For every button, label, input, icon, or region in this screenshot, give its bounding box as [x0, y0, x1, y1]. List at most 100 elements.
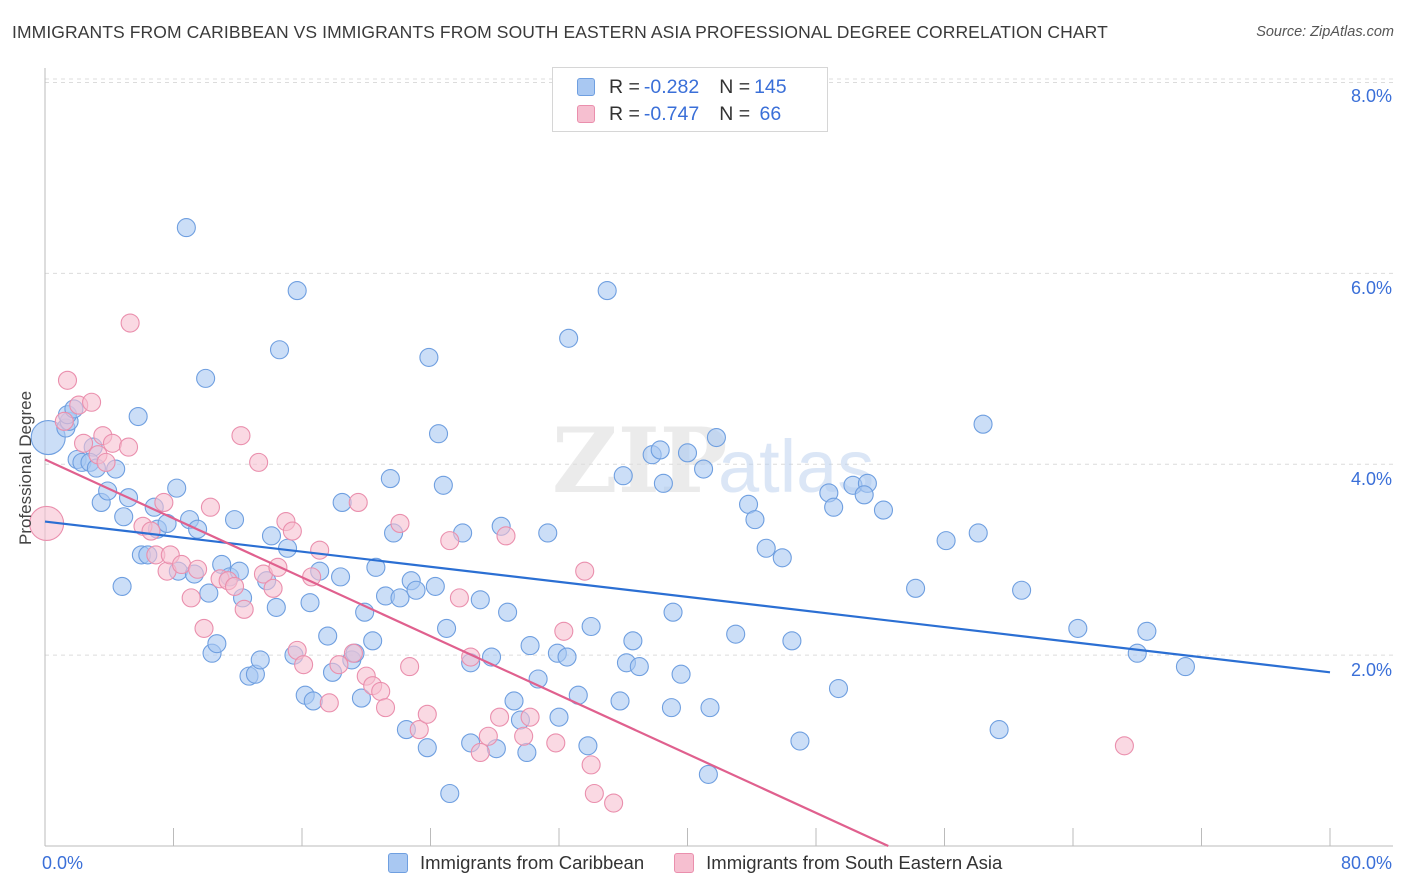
data-point — [154, 492, 174, 512]
legend-label-southeast-asia: Immigrants from South Eastern Asia — [706, 852, 1003, 873]
data-point — [380, 469, 400, 489]
data-point — [597, 281, 617, 301]
data-point — [433, 475, 453, 495]
data-point — [1012, 580, 1032, 600]
data-point — [282, 521, 302, 541]
data-point — [199, 583, 219, 603]
data-point — [1068, 618, 1088, 638]
data-point — [440, 783, 460, 804]
data-point — [303, 691, 323, 711]
data-point — [1114, 736, 1134, 756]
data-point — [496, 526, 516, 546]
data-point — [726, 624, 746, 644]
data-point — [559, 328, 579, 348]
data-point — [176, 218, 196, 238]
data-point — [310, 540, 330, 560]
axes — [44, 68, 1393, 847]
legend-item-caribbean: Immigrants from Caribbean — [388, 852, 644, 874]
data-point — [745, 510, 765, 530]
data-point — [300, 593, 320, 613]
legend-row-southeast-asia: R = -0.747 N = 66 — [577, 101, 781, 127]
data-point — [437, 618, 457, 638]
data-point — [873, 500, 894, 520]
data-point — [824, 497, 844, 517]
data-point — [661, 698, 681, 718]
data-point — [249, 452, 269, 472]
data-point — [604, 793, 624, 813]
data-point — [557, 647, 577, 667]
data-point — [128, 407, 148, 427]
data-point — [1127, 643, 1147, 663]
trend-line — [44, 520, 1331, 674]
data-point — [294, 655, 314, 675]
data-point — [409, 720, 429, 740]
watermark-zip: ZIP — [552, 408, 727, 514]
data-point — [96, 452, 116, 472]
data-point — [629, 657, 649, 677]
legend-item-southeast-asia: Immigrants from South Eastern Asia — [674, 852, 1002, 874]
data-point — [141, 521, 161, 541]
data-point — [234, 599, 254, 619]
data-point — [112, 576, 132, 596]
data-point — [706, 428, 726, 448]
data-point — [428, 424, 449, 444]
data-point — [504, 691, 524, 711]
legend-n-value: 145 — [754, 75, 787, 98]
data-point — [514, 726, 534, 746]
data-point — [250, 650, 270, 670]
data-point — [363, 631, 383, 651]
legend-n-label: N = — [719, 75, 751, 98]
data-point — [167, 478, 187, 498]
data-point — [419, 347, 439, 367]
legend-swatch-pink — [674, 853, 695, 873]
data-point — [578, 736, 598, 756]
legend-n-label: N = — [719, 102, 751, 125]
data-point — [417, 704, 437, 724]
data-point — [302, 567, 322, 587]
data-point — [224, 510, 245, 530]
data-point — [989, 720, 1009, 740]
trend-line — [44, 458, 889, 847]
data-point — [790, 731, 810, 751]
data-point — [375, 698, 396, 718]
legend-label-caribbean: Immigrants from Caribbean — [420, 852, 645, 873]
data-point — [200, 497, 220, 517]
data-point — [538, 523, 558, 543]
data-point — [261, 526, 282, 546]
data-point — [224, 576, 245, 596]
data-point — [610, 691, 630, 711]
data-point — [973, 414, 993, 434]
legend-swatch-blue — [388, 853, 408, 873]
data-point — [906, 578, 926, 598]
data-point — [269, 340, 290, 360]
data-point — [581, 616, 601, 637]
chart-title: IMMIGRANTS FROM CARIBBEAN VS IMMIGRANTS … — [12, 22, 1108, 42]
x-tick-label-min: 0.0% — [42, 853, 84, 873]
data-point — [490, 707, 510, 727]
data-point — [498, 602, 518, 622]
data-point — [231, 426, 251, 446]
data-point — [329, 655, 349, 675]
data-point — [1175, 657, 1195, 677]
x-tick-label-max: 80.0% — [1340, 853, 1392, 873]
data-point — [390, 588, 410, 608]
data-point — [287, 281, 307, 301]
legend-row-caribbean: R = -0.282 N = 145 — [577, 74, 787, 100]
legend-r-label: R = — [609, 102, 640, 125]
data-point — [194, 618, 214, 638]
y-axis-label: Professional Degree — [16, 390, 35, 545]
data-point — [520, 636, 540, 656]
data-point — [118, 437, 139, 457]
data-point — [102, 433, 123, 453]
data-point — [653, 473, 673, 493]
data-point — [207, 634, 227, 654]
data-point — [196, 368, 216, 388]
data-point — [549, 707, 569, 727]
data-point — [470, 590, 490, 610]
series-southeast-asia — [29, 313, 1134, 813]
y-tick-label-4: 4.0% — [1350, 469, 1392, 489]
source-note: Source: ZipAtlas.com — [1256, 24, 1394, 40]
data-point — [319, 693, 339, 713]
data-point — [318, 626, 338, 646]
data-point — [332, 492, 352, 512]
